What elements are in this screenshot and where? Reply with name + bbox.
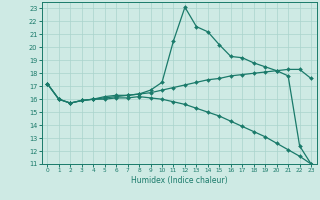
- X-axis label: Humidex (Indice chaleur): Humidex (Indice chaleur): [131, 176, 228, 185]
